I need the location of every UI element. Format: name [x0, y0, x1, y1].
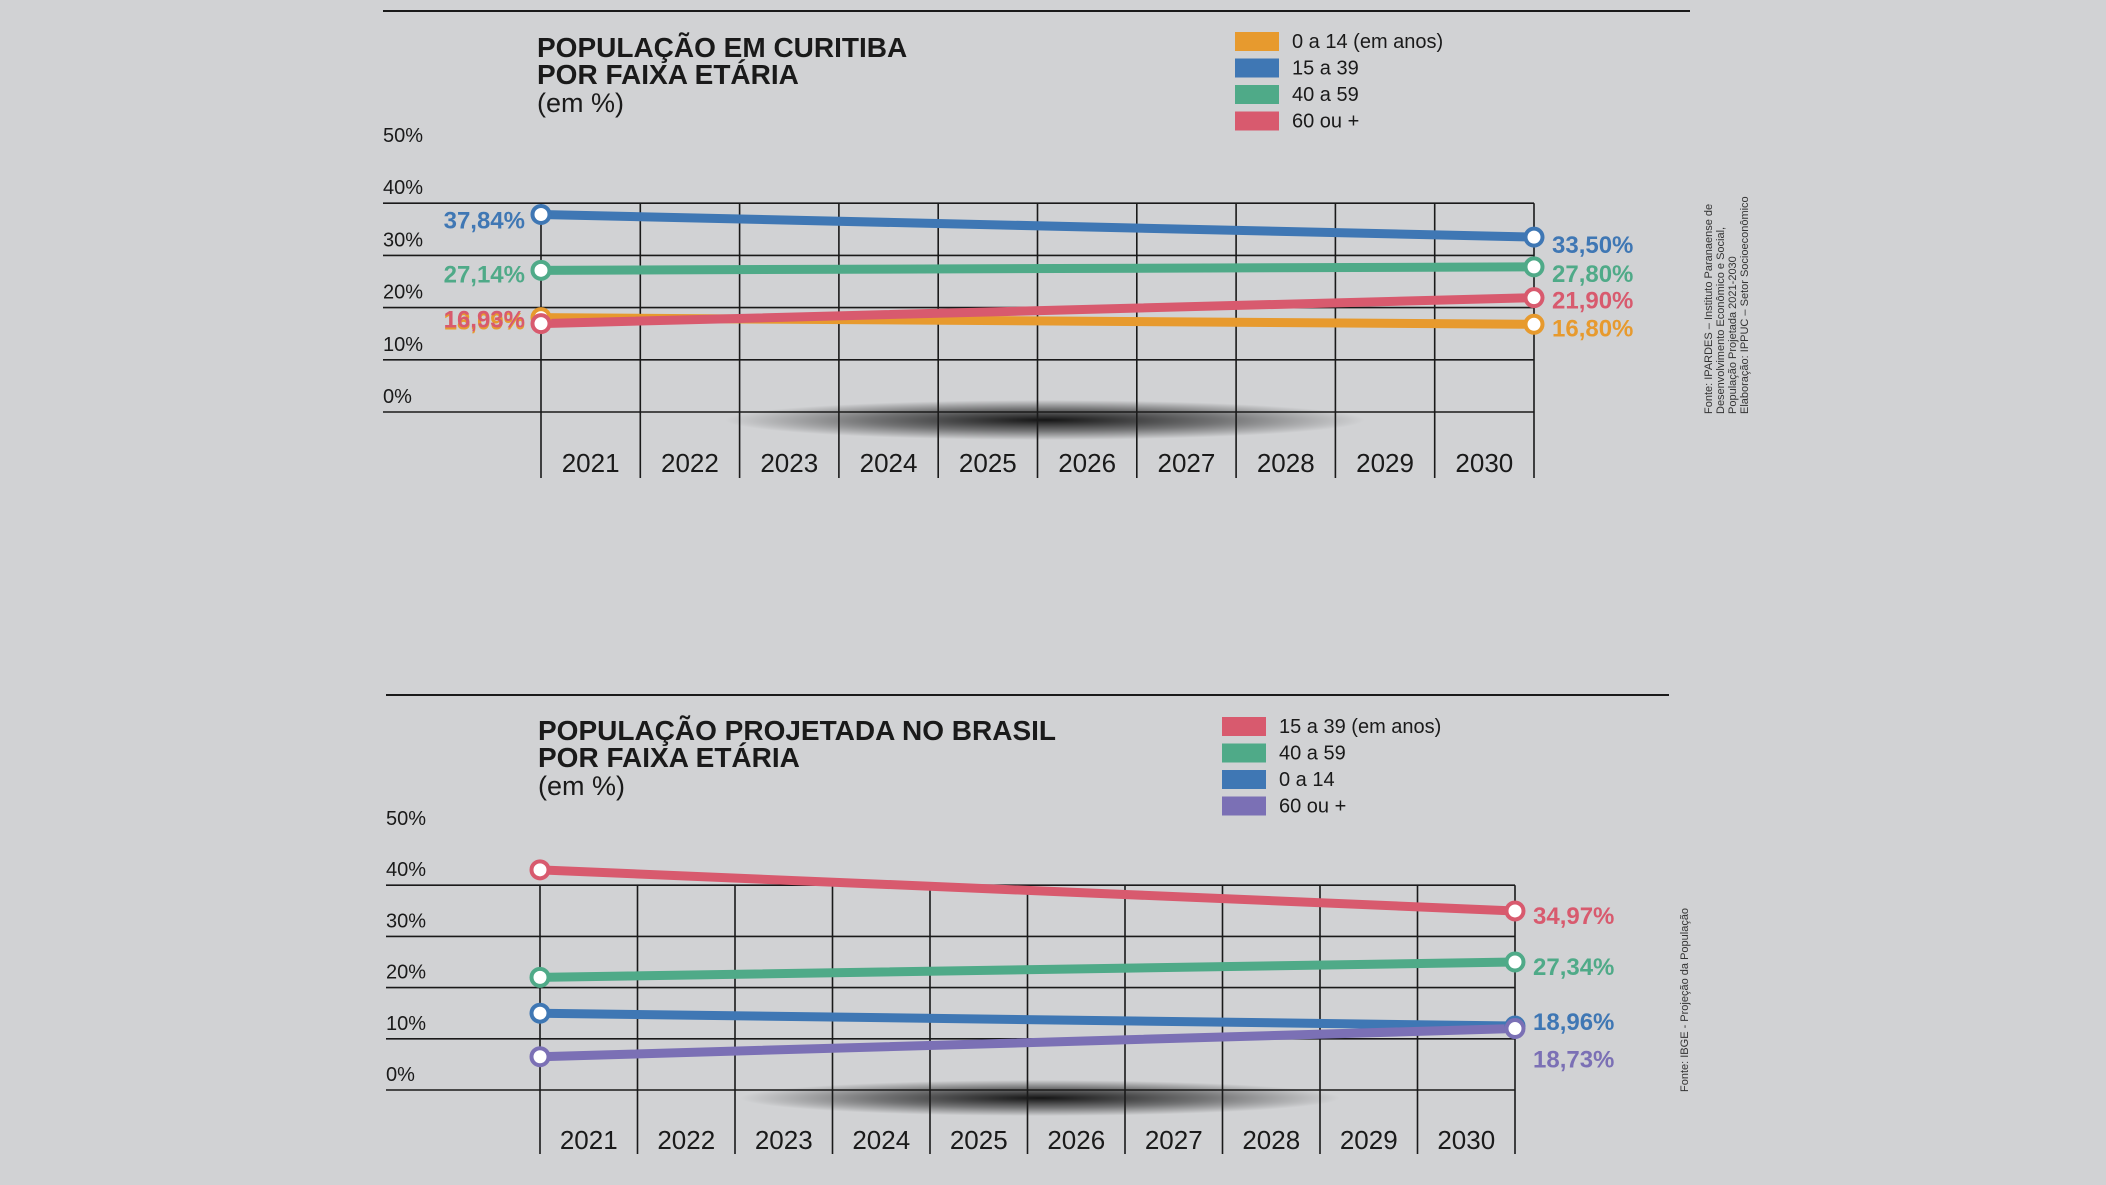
legend-swatch — [1222, 717, 1266, 736]
data-label-end: 21,90% — [1552, 288, 1633, 315]
legend-swatch — [1222, 796, 1266, 816]
x-tick-label: 2026 — [1058, 448, 1116, 478]
data-point-end — [1523, 313, 1545, 335]
series-line — [535, 1024, 1520, 1062]
y-tick-label: 10% — [386, 1013, 426, 1035]
y-tick-label: 50% — [386, 808, 426, 830]
plot-shadow — [740, 1080, 1340, 1116]
chart-title-line: POPULAÇÃO PROJETADA NO BRASIL — [538, 715, 1056, 746]
x-tick-label: 2030 — [1455, 448, 1513, 478]
data-point-start — [529, 966, 551, 988]
x-tick-label: 2022 — [661, 448, 719, 478]
x-tick-label: 2025 — [950, 1125, 1008, 1155]
data-label-end: 27,80% — [1552, 261, 1633, 288]
data-point-end — [1523, 287, 1545, 309]
x-tick-label: 2027 — [1158, 448, 1216, 478]
data-point-start — [529, 1046, 551, 1068]
legend-swatch — [1235, 58, 1279, 78]
legend-swatch — [1235, 85, 1279, 104]
legend-swatch — [1235, 111, 1279, 131]
data-point-end — [1523, 256, 1545, 278]
x-tick-label: 2028 — [1257, 448, 1315, 478]
y-tick-label: 40% — [386, 859, 426, 881]
legend-entry: 0 a 14 (em anos) — [1292, 31, 1443, 53]
legend-entry: 15 a 39 — [1292, 58, 1359, 80]
y-tick-label: 20% — [383, 282, 423, 304]
x-tick-label: 2029 — [1356, 448, 1414, 478]
y-tick-label: 20% — [386, 962, 426, 984]
data-point-end — [1504, 1018, 1526, 1040]
data-label-start: 18,09% — [444, 309, 525, 336]
source-note: Elaboração: IPPUC – Setor Socioeconômico — [1739, 196, 1751, 414]
data-label-end: 34,97% — [1533, 903, 1614, 930]
chart-subtitle: (em %) — [537, 88, 624, 118]
data-label-end: 18,73% — [1533, 1047, 1614, 1074]
data-point-end — [1504, 900, 1526, 922]
legend-entry: 60 ou + — [1279, 796, 1346, 818]
legend-entry: 0 a 14 — [1279, 769, 1335, 791]
data-label-start: 37,84% — [444, 207, 525, 234]
x-tick-label: 2029 — [1340, 1125, 1398, 1155]
data-label-end: 27,34% — [1533, 954, 1614, 981]
data-label-start: 16,93% — [444, 307, 525, 334]
legend-entry: 40 a 59 — [1292, 84, 1359, 106]
data-point-end — [1504, 951, 1526, 973]
x-tick-label: 2026 — [1047, 1125, 1105, 1155]
series-line — [536, 209, 1539, 242]
data-label-start: 27,14% — [444, 261, 525, 288]
series-line — [535, 865, 1520, 916]
source-note: Fonte: IPARDES – Instituto Paranaense de — [1703, 204, 1715, 414]
data-label-end: 16,80% — [1552, 315, 1633, 342]
legend-entry: 60 ou + — [1292, 111, 1359, 133]
y-tick-label: 30% — [386, 910, 426, 932]
data-label-end: 33,50% — [1552, 232, 1633, 259]
data-point-start — [529, 1002, 551, 1024]
series-line — [535, 957, 1520, 982]
chart-title-line: POR FAIXA ETÁRIA — [538, 742, 800, 773]
chart-title-line: POR FAIXA ETÁRIA — [537, 59, 799, 90]
chart-subtitle: (em %) — [538, 771, 625, 801]
series-line — [535, 1008, 1520, 1031]
series-line — [536, 262, 1539, 275]
data-point-start — [529, 859, 551, 881]
legend-swatch — [1235, 32, 1279, 51]
x-tick-label: 2025 — [959, 448, 1017, 478]
plot-shadow — [725, 400, 1365, 440]
x-tick-label: 2027 — [1145, 1125, 1203, 1155]
chart-title-line: POPULAÇÃO EM CURITIBA — [537, 32, 907, 63]
legend-entry: 15 a 39 (em anos) — [1279, 716, 1441, 738]
x-tick-label: 2023 — [755, 1125, 813, 1155]
data-point-start — [530, 203, 552, 225]
x-tick-label: 2022 — [657, 1125, 715, 1155]
data-point-end — [1523, 226, 1545, 248]
x-tick-label: 2028 — [1242, 1125, 1300, 1155]
source-note: Fonte: IBGE - Projeção da População — [1679, 908, 1691, 1092]
x-tick-label: 2023 — [760, 448, 818, 478]
source-note: População Projetada 2021-2030 — [1727, 256, 1739, 414]
y-tick-label: 0% — [386, 1064, 415, 1086]
x-tick-label: 2021 — [562, 448, 620, 478]
y-tick-label: 40% — [383, 177, 423, 199]
data-point-start — [530, 259, 552, 281]
data-point-start — [530, 313, 552, 335]
data-label-end: 18,96% — [1533, 1009, 1614, 1036]
x-tick-label: 2021 — [560, 1125, 618, 1155]
x-tick-label: 2024 — [860, 448, 918, 478]
y-tick-label: 50% — [383, 125, 423, 147]
series-line — [536, 293, 1539, 329]
legend-swatch — [1222, 743, 1266, 763]
y-tick-label: 30% — [383, 229, 423, 251]
x-tick-label: 2024 — [852, 1125, 910, 1155]
y-tick-label: 10% — [383, 334, 423, 356]
y-tick-label: 0% — [383, 386, 412, 408]
legend-entry: 40 a 59 — [1279, 743, 1346, 765]
legend-swatch — [1222, 770, 1266, 789]
x-tick-label: 2030 — [1437, 1125, 1495, 1155]
source-note: Desenvolvimento Econômico e Social, — [1715, 227, 1727, 414]
